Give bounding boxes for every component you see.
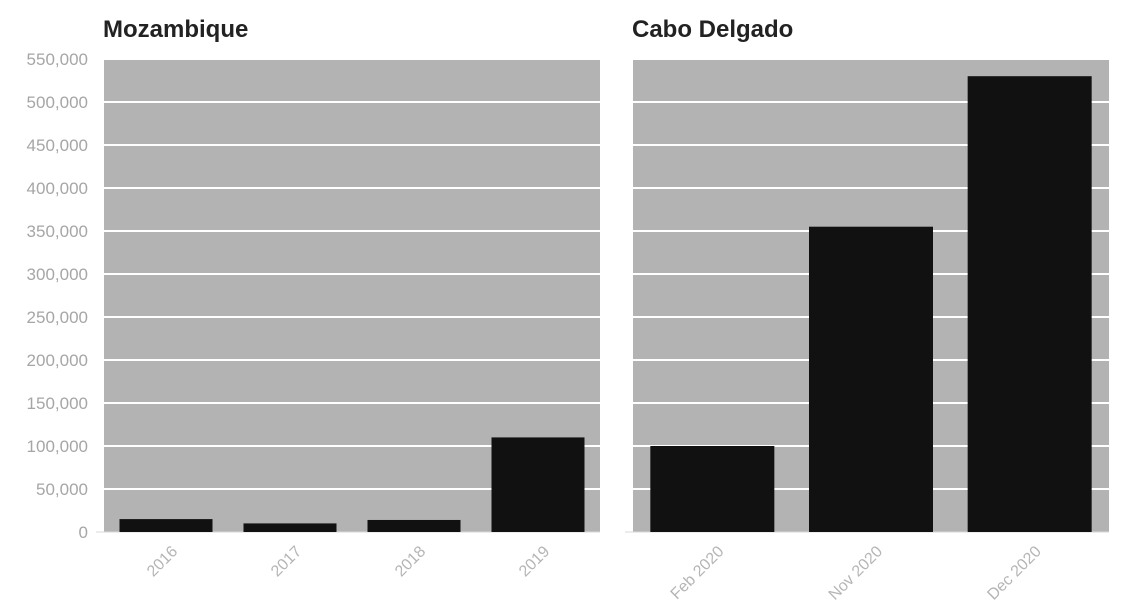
y-tick-label: 500,000 (27, 93, 88, 112)
bar (367, 519, 461, 532)
y-tick-label: 0 (79, 523, 88, 542)
y-tick-label: 550,000 (27, 50, 88, 69)
bar (119, 519, 213, 532)
x-tick-label: Dec 2020 (984, 543, 1045, 604)
bar (650, 446, 775, 532)
x-tick-label: 2018 (392, 543, 429, 580)
chart-panel-cabo-delgado: Feb 2020 Nov 2020 Dec 2020 (625, 58, 1109, 604)
y-tick-label: 300,000 (27, 265, 88, 284)
y-tick-label: 50,000 (36, 480, 88, 499)
bar (809, 226, 933, 532)
x-tick-label: Feb 2020 (668, 543, 728, 603)
chart-title-mozambique: Mozambique (103, 16, 248, 43)
y-tick-label: 450,000 (27, 136, 88, 155)
y-tick-label: 150,000 (27, 394, 88, 413)
chart-panel-mozambique: 0 50,000 100,000 150,000 200,000 250,000 300,0… (27, 50, 600, 580)
x-tick-label: Nov 2020 (826, 543, 887, 604)
y-tick-label: 100,000 (27, 437, 88, 456)
x-tick-label: 2016 (144, 543, 181, 580)
bar (967, 76, 1092, 532)
x-tick-label: 2019 (516, 543, 553, 580)
bar (243, 523, 337, 532)
x-tick-label: 2017 (268, 543, 305, 580)
chart-title-cabo-delgado: Cabo Delgado (632, 16, 793, 43)
y-tick-label: 200,000 (27, 351, 88, 370)
y-tick-label: 400,000 (27, 179, 88, 198)
y-tick-label: 250,000 (27, 308, 88, 327)
y-tick-label: 350,000 (27, 222, 88, 241)
bar (491, 437, 585, 532)
